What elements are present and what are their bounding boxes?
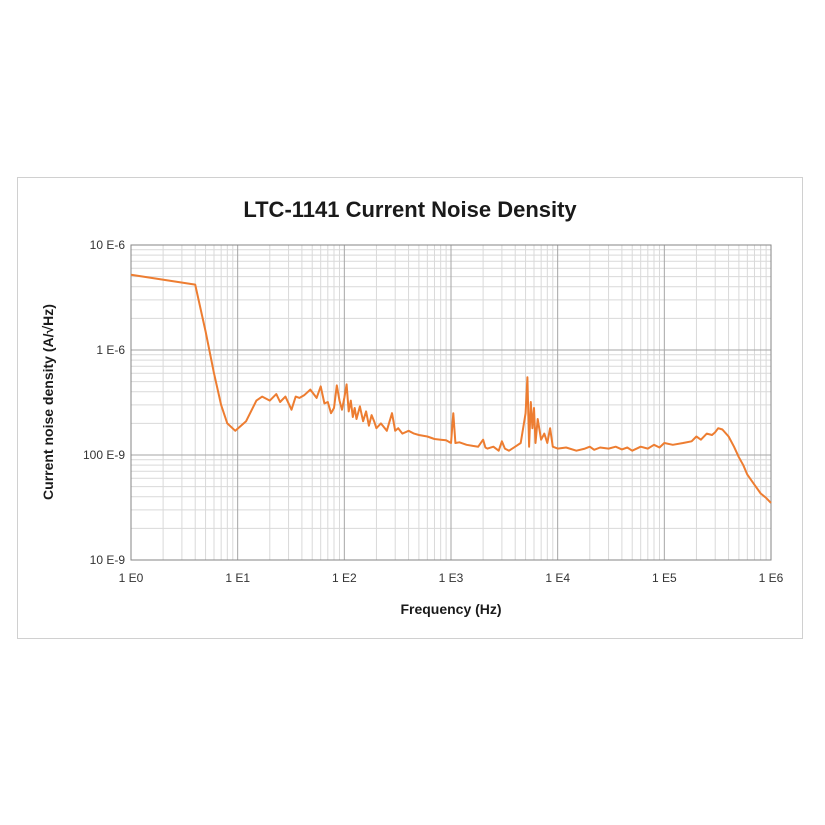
series-line (130, 273, 772, 504)
x-tick-labels: 1 E0 1 E1 1 E2 1 E3 1 E4 1 E5 1 E6 (119, 571, 784, 585)
x-tick-label: 1 E0 (119, 571, 144, 585)
chart-title: LTC-1141 Current Noise Density (243, 197, 577, 222)
x-tick-label: 1 E4 (545, 571, 570, 585)
y-tick-labels: 10 E-9 100 E-9 1 E-6 10 E-6 (83, 238, 125, 567)
y-tick-label: 100 E-9 (83, 448, 125, 462)
x-tick-label: 1 E6 (759, 571, 784, 585)
x-tick-label: 1 E5 (652, 571, 677, 585)
chart-frame (17, 177, 803, 639)
x-axis-label: Frequency (Hz) (400, 601, 501, 617)
y-tick-label: 1 E-6 (96, 343, 125, 357)
x-tick-label: 1 E3 (439, 571, 464, 585)
x-tick-label: 1 E1 (225, 571, 250, 585)
x-tick-label: 1 E2 (332, 571, 357, 585)
plot-area (130, 244, 772, 561)
y-tick-label: 10 E-6 (90, 238, 126, 252)
y-axis-label: Current noise density (A/√Hz) (40, 304, 56, 500)
y-tick-label: 10 E-9 (90, 553, 126, 567)
